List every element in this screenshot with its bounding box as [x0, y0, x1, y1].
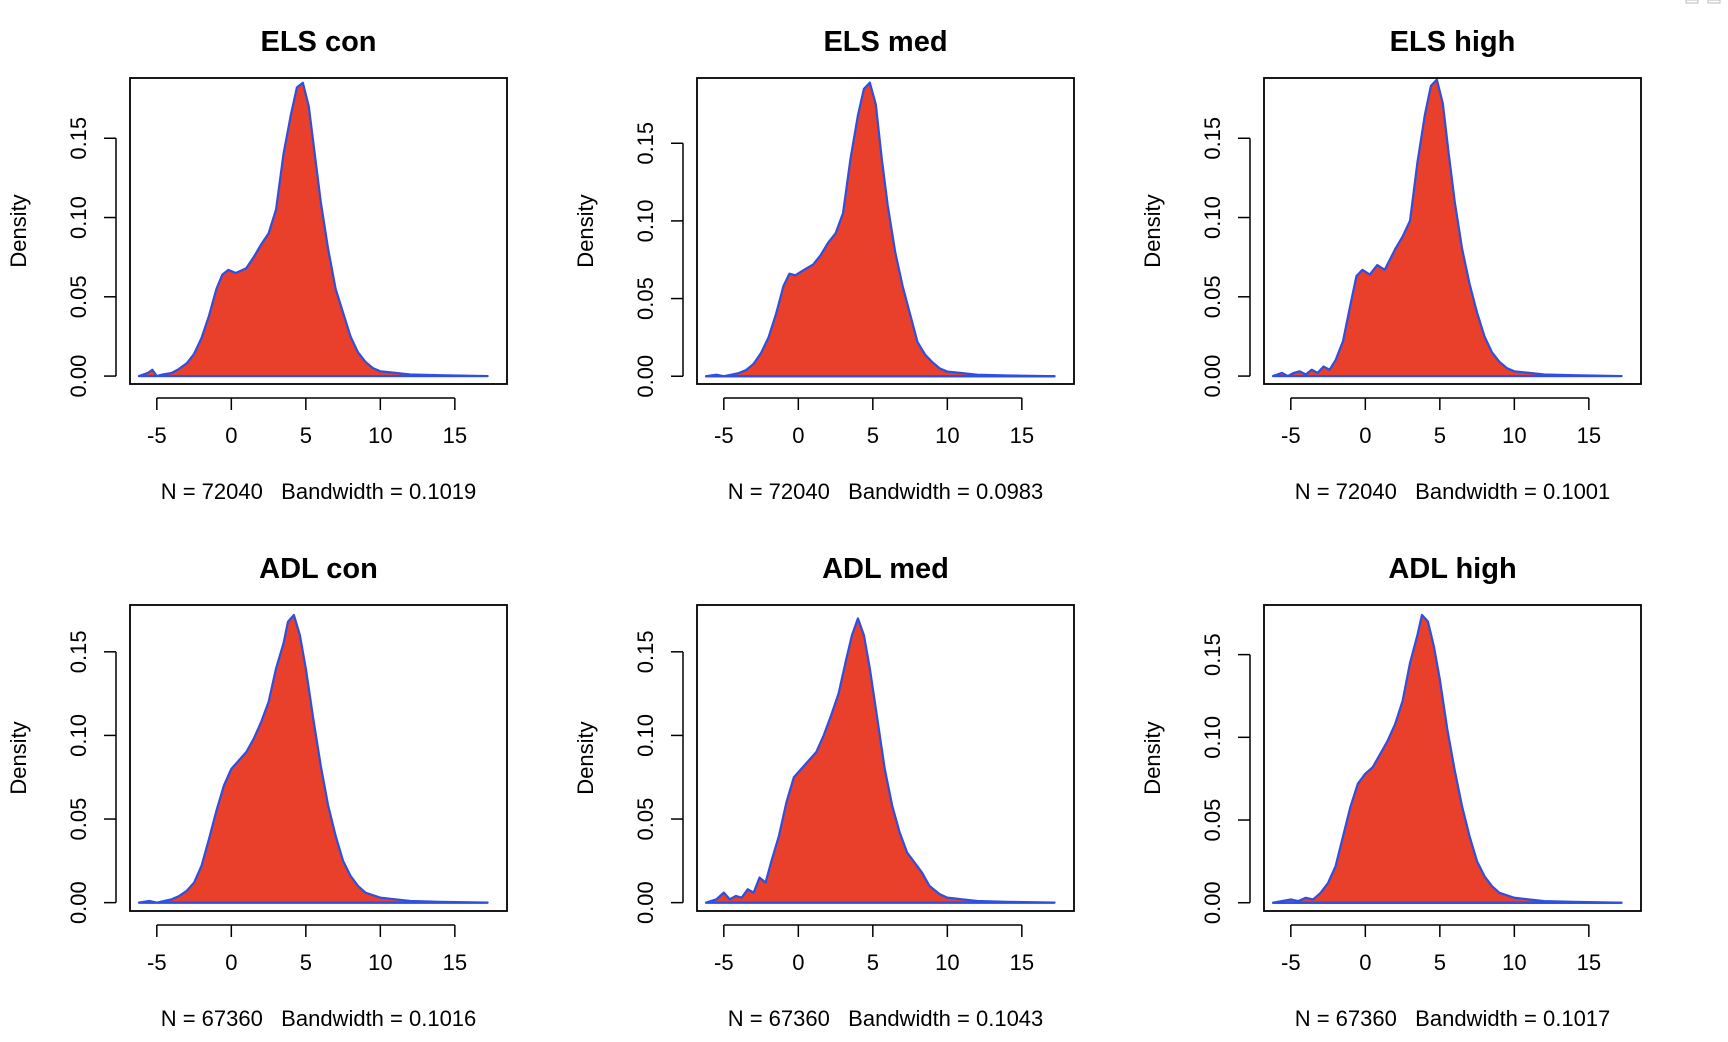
x-tick-label: 5 — [1434, 950, 1446, 975]
y-tick-label: 0.10 — [1200, 196, 1225, 239]
y-tick-label: 0.10 — [633, 714, 658, 757]
plot-frame — [129, 604, 508, 912]
density-panel: ADL high -5 0 5 10 15 0.00 0.05 0.10 0.15 Density N… — [1140, 553, 1642, 1031]
y-axis-label: Density — [6, 721, 31, 794]
y-tick-label: 0.00 — [633, 881, 658, 924]
y-tick-label: 0.05 — [633, 277, 658, 320]
density-panel: ELS high -5 0 5 10 15 0.00 0.05 0.10 0.15 Density N… — [1140, 26, 1642, 504]
x-axis-label: N = 72040 Bandwidth = 0.0983 — [728, 479, 1044, 504]
panel-title: ELS high — [1390, 26, 1516, 58]
x-tick-label: 0 — [792, 423, 804, 448]
y-axis-label: Density — [573, 721, 598, 794]
panel-title: ELS con — [260, 26, 376, 58]
y-tick-label: 0.05 — [66, 798, 91, 841]
x-tick-label: -5 — [1281, 423, 1301, 448]
density-panel: ADL med -5 0 5 10 15 0.00 0.05 0.10 0.15 Density N … — [573, 553, 1075, 1031]
plot-frame — [1263, 604, 1642, 912]
x-tick-label: 5 — [867, 950, 879, 975]
density-panel: ADL con -5 0 5 10 15 0.00 0.05 0.10 0.15 Density N … — [6, 553, 508, 1031]
density-panel: ELS con -5 0 5 10 15 0.00 0.05 0.10 0.15 Density N … — [6, 26, 508, 504]
x-tick-label: 5 — [1434, 423, 1446, 448]
density-panel: ELS med -5 0 5 10 15 0.00 0.05 0.10 0.15 Density N … — [573, 26, 1075, 504]
y-tick-label: 0.00 — [633, 355, 658, 398]
y-tick-label: 0.10 — [633, 199, 658, 242]
x-tick-label: 15 — [1577, 950, 1601, 975]
panel-title: ADL high — [1388, 553, 1516, 585]
y-tick-label: 0.05 — [1200, 275, 1225, 318]
y-tick-label: 0.05 — [633, 798, 658, 841]
x-tick-label: 10 — [1502, 423, 1526, 448]
x-tick-label: 15 — [443, 423, 467, 448]
density-area — [1271, 78, 1623, 378]
y-tick-label: 0.15 — [66, 117, 91, 160]
x-tick-label: 10 — [368, 950, 392, 975]
x-axis-label: N = 67360 Bandwidth = 0.1043 — [728, 1006, 1044, 1031]
y-tick-label: 0.00 — [66, 881, 91, 924]
y-axis-label: Density — [573, 194, 598, 267]
x-tick-label: 15 — [443, 950, 467, 975]
y-tick-label: 0.00 — [1200, 881, 1225, 924]
plot-frame — [696, 77, 1075, 385]
density-area — [1271, 613, 1623, 904]
plot-frame — [1263, 77, 1642, 385]
y-tick-label: 0.15 — [66, 630, 91, 673]
y-tick-label: 0.10 — [66, 196, 91, 239]
x-tick-label: 10 — [1502, 950, 1526, 975]
x-tick-label: 5 — [867, 423, 879, 448]
window-corner-icons — [1685, 0, 1721, 4]
x-tick-label: -5 — [147, 423, 167, 448]
density-area — [137, 613, 489, 904]
panel-title: ADL con — [259, 553, 378, 585]
y-axis-label: Density — [1140, 194, 1165, 267]
x-tick-label: 15 — [1577, 423, 1601, 448]
y-tick-label: 0.10 — [66, 714, 91, 757]
density-area — [137, 81, 489, 378]
x-axis-label: N = 72040 Bandwidth = 0.1001 — [1295, 479, 1611, 504]
x-tick-label: 0 — [1359, 423, 1371, 448]
y-tick-label: 0.00 — [1200, 355, 1225, 398]
y-tick-label: 0.05 — [66, 275, 91, 318]
x-tick-label: 10 — [935, 423, 959, 448]
y-tick-label: 0.15 — [633, 630, 658, 673]
x-axis-label: N = 67360 Bandwidth = 0.1017 — [1295, 1006, 1611, 1031]
density-area — [704, 617, 1056, 904]
x-axis-label: N = 72040 Bandwidth = 0.1019 — [161, 479, 477, 504]
x-tick-label: 0 — [792, 950, 804, 975]
x-tick-label: 0 — [1359, 950, 1371, 975]
x-tick-label: 15 — [1010, 423, 1034, 448]
x-tick-label: -5 — [147, 950, 167, 975]
panel-title: ADL med — [822, 553, 949, 585]
plot-frame — [129, 77, 508, 385]
x-tick-label: 10 — [368, 423, 392, 448]
y-tick-label: 0.10 — [1200, 716, 1225, 759]
x-tick-label: 0 — [225, 950, 237, 975]
y-axis-label: Density — [6, 194, 31, 267]
x-tick-label: -5 — [714, 423, 734, 448]
x-tick-label: -5 — [1281, 950, 1301, 975]
x-tick-label: -5 — [714, 950, 734, 975]
plot-frame — [696, 604, 1075, 912]
y-tick-label: 0.15 — [633, 122, 658, 165]
panel-title: ELS med — [823, 26, 947, 58]
y-tick-label: 0.15 — [1200, 633, 1225, 676]
y-tick-label: 0.15 — [1200, 117, 1225, 160]
y-tick-label: 0.05 — [1200, 799, 1225, 842]
y-axis-label: Density — [1140, 721, 1165, 794]
x-tick-label: 5 — [300, 423, 312, 448]
x-tick-label: 10 — [935, 950, 959, 975]
x-tick-label: 5 — [300, 950, 312, 975]
x-tick-label: 0 — [225, 423, 237, 448]
density-area — [704, 81, 1056, 378]
x-tick-label: 15 — [1010, 950, 1034, 975]
y-tick-label: 0.00 — [66, 355, 91, 398]
x-axis-label: N = 67360 Bandwidth = 0.1016 — [161, 1006, 477, 1031]
